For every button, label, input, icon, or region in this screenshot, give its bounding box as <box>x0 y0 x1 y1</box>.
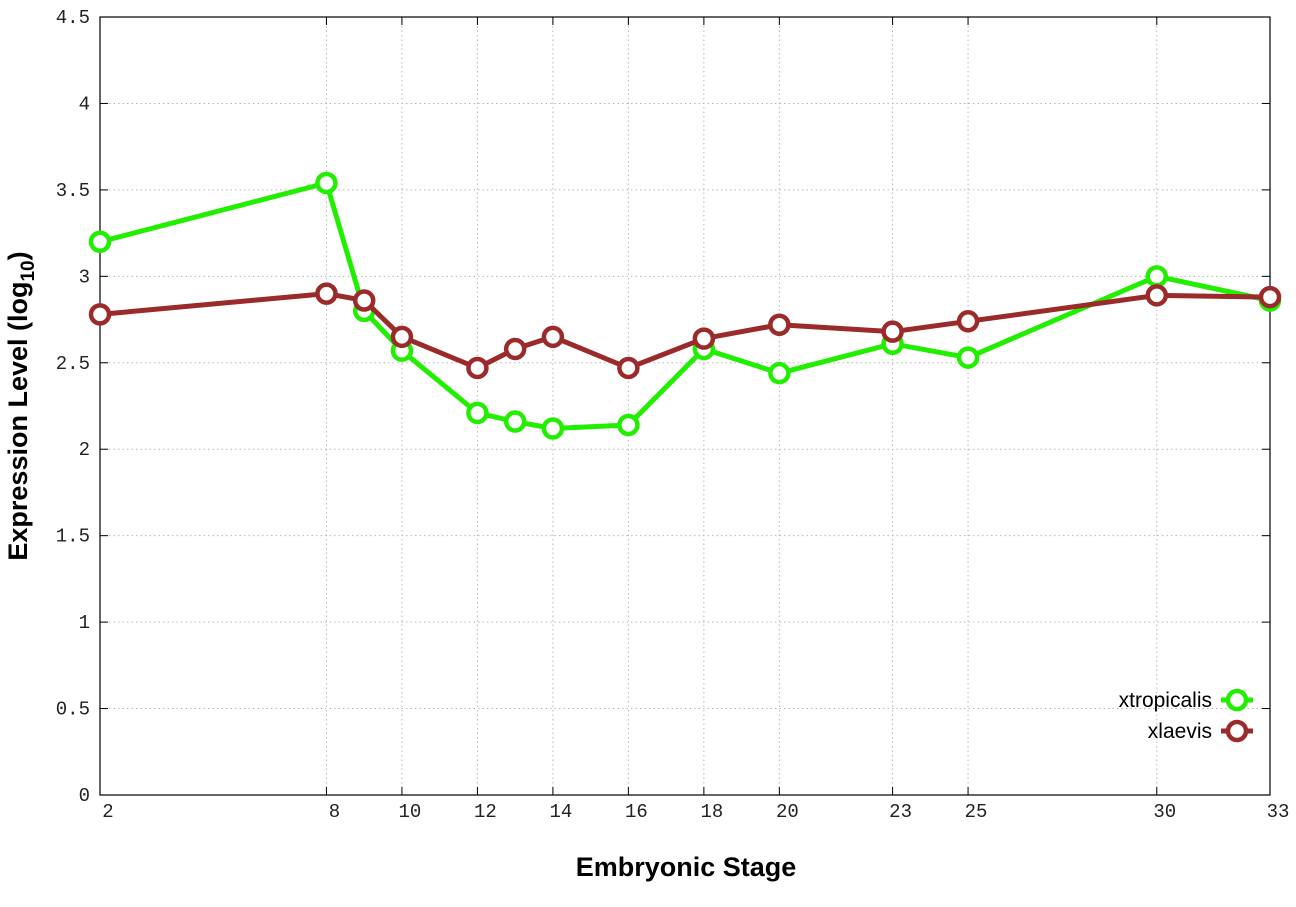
axis-ticks: 0 0.5 1 1.5 2 2.5 3 3.5 4 4.5 2 8 10 12 14 16 18 20 23 25 30… <box>56 7 1290 823</box>
x-tick-label: 10 <box>399 801 422 823</box>
data-point <box>466 356 489 380</box>
y-tick-label: 3.5 <box>56 180 90 202</box>
x-tick-label: 12 <box>474 801 497 823</box>
y-tick-label: 2.5 <box>56 353 90 375</box>
data-point <box>956 310 980 333</box>
y-axis-title-subscript: 10 <box>18 260 39 281</box>
x-tick-label: 2 <box>102 801 113 823</box>
y-tick-label: 2 <box>79 439 90 461</box>
data-point <box>88 230 112 254</box>
grid <box>100 17 1270 795</box>
data-point <box>1258 285 1282 309</box>
data-point <box>88 303 112 326</box>
legend-item-xtropicalis: xtropicalis <box>1119 688 1253 712</box>
data-point <box>617 413 640 437</box>
data-point <box>692 327 716 350</box>
y-tick-label: 1 <box>79 612 90 634</box>
data-point <box>1145 284 1169 307</box>
y-tick-label: 0 <box>79 785 90 807</box>
legend-marker <box>1225 719 1249 743</box>
series-xtropicalis <box>88 171 1282 440</box>
data-point <box>466 401 489 425</box>
data-point <box>503 410 527 433</box>
data-point <box>956 346 980 369</box>
legend-marker <box>1225 688 1249 712</box>
y-axis-title-main: Expression Level (log <box>3 282 33 561</box>
y-axis-title-close: ) <box>3 251 33 260</box>
x-tick-label: 33 <box>1267 801 1290 823</box>
x-tick-label: 30 <box>1153 801 1176 823</box>
y-tick-label: 0.5 <box>56 699 90 721</box>
x-tick-label: 23 <box>889 801 912 823</box>
data-point <box>541 417 565 440</box>
y-tick-label: 3 <box>79 266 90 288</box>
data-point <box>1145 265 1169 288</box>
data-point <box>768 361 791 385</box>
data-point <box>617 356 640 380</box>
series-xlaevis <box>88 282 1282 380</box>
data-point <box>503 337 527 361</box>
data-point <box>352 289 376 312</box>
x-tick-label: 18 <box>700 801 723 823</box>
y-tick-label: 4.5 <box>56 7 90 29</box>
legend-label: xtropicalis <box>1119 689 1212 712</box>
data-point <box>541 325 565 349</box>
plot-frame <box>99 16 1271 796</box>
x-tick-label: 25 <box>965 801 988 823</box>
data-point <box>881 320 904 343</box>
y-tick-label: 1.5 <box>56 526 90 548</box>
x-tick-label: 16 <box>625 801 648 823</box>
series-line <box>99 291 1271 371</box>
series <box>88 171 1282 440</box>
x-tick-label: 20 <box>776 801 799 823</box>
data-point <box>315 171 338 195</box>
y-axis-title: Expression Level (log10) <box>3 251 39 560</box>
legend-item-xlaevis: xlaevis <box>1148 719 1253 743</box>
y-tick-label: 4 <box>79 93 90 115</box>
legend: xtropicalis xlaevis <box>1119 688 1253 743</box>
legend-label: xlaevis <box>1148 720 1212 743</box>
x-tick-label: 14 <box>549 801 572 823</box>
data-point <box>315 282 338 305</box>
x-tick-label: 8 <box>329 801 340 823</box>
x-axis-title: Embryonic Stage <box>576 852 797 882</box>
data-point <box>768 313 791 336</box>
data-point <box>390 325 414 349</box>
